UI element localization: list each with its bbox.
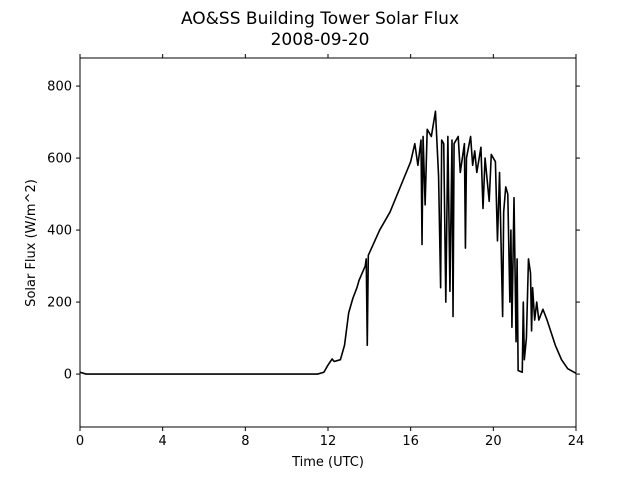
- x-tick-label: 4: [159, 434, 167, 449]
- x-tick-label: 20: [485, 434, 502, 449]
- x-tick-label: 12: [320, 434, 337, 449]
- x-axis-label: Time (UTC): [291, 455, 364, 470]
- chart-title: AO&SS Building Tower Solar Flux: [181, 9, 459, 29]
- chart-subtitle: 2008-09-20: [271, 30, 370, 50]
- data-line: [79, 110, 577, 375]
- y-tick-label: 600: [47, 152, 72, 167]
- y-tick-label: 200: [47, 296, 72, 311]
- x-tick-label: 16: [402, 434, 419, 449]
- x-tick-label: 0: [76, 434, 84, 449]
- y-tick-label: 0: [64, 368, 72, 383]
- y-tick-label: 800: [47, 80, 72, 95]
- y-axis-label: Solar Flux (W/m^2): [24, 179, 39, 307]
- x-tick-label: 24: [568, 434, 585, 449]
- x-tick-label: 8: [241, 434, 249, 449]
- plot-frame: [79, 57, 577, 428]
- y-tick-label: 400: [47, 224, 72, 239]
